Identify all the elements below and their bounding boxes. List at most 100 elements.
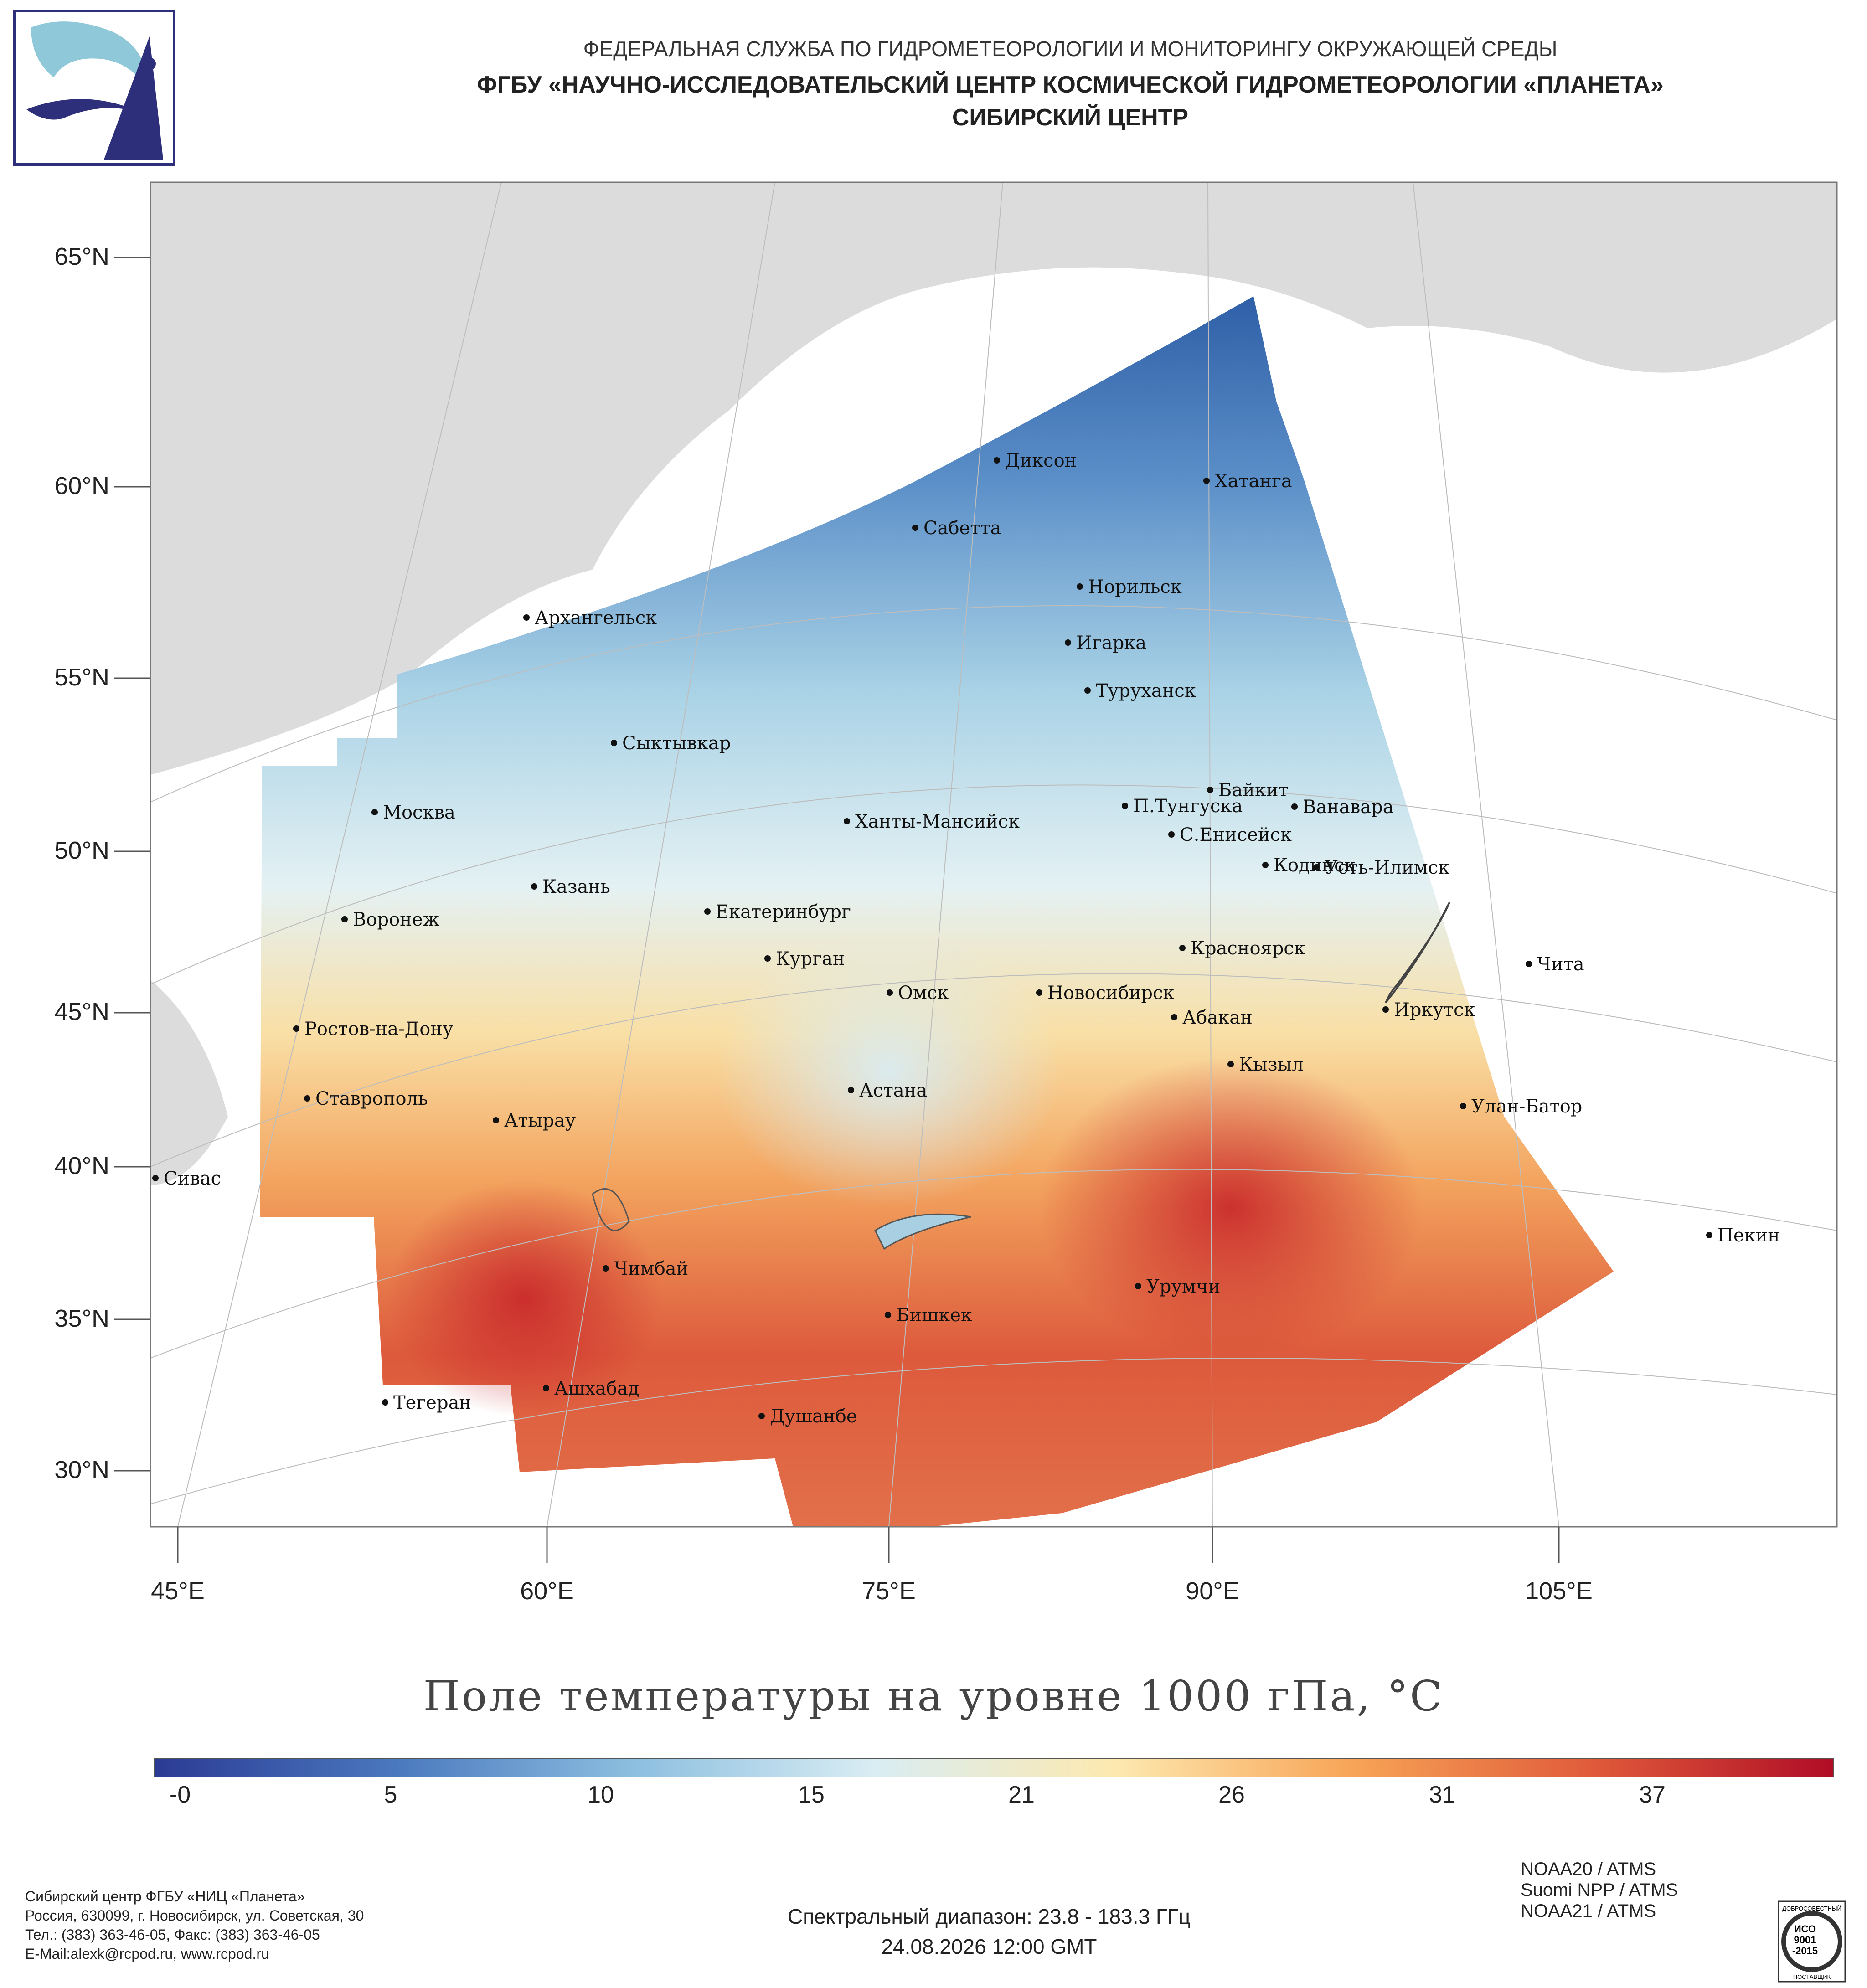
map-title: Поле температуры на уровне 1000 гПа, °С: [423, 1672, 1444, 1720]
lat-label: 45°N: [54, 998, 109, 1025]
city-label: Чимбай: [614, 1258, 688, 1279]
city-label: Ванавара: [1303, 797, 1394, 818]
city-label: Диксон: [1005, 450, 1077, 471]
city-label: Норильск: [1088, 577, 1182, 597]
city-label: Хатанга: [1215, 471, 1292, 492]
city-dot: [531, 883, 537, 890]
colorbar-tick: 5: [384, 1782, 397, 1808]
city-label: Чита: [1537, 954, 1584, 975]
city-dot: [152, 1175, 159, 1181]
city-dot: [848, 1087, 854, 1093]
city-label: Атырау: [504, 1110, 576, 1131]
city-label: С.Енисейск: [1180, 824, 1292, 845]
lat-label: 30°N: [54, 1456, 109, 1483]
city-label: Бишкек: [896, 1305, 972, 1326]
city-label: Сабетта: [923, 518, 1001, 539]
satellite-1: NOAA20 / ATMS: [1521, 1859, 1656, 1879]
city-label: Воронеж: [353, 909, 439, 930]
city-dot: [603, 1265, 609, 1272]
svg-text:9001: 9001: [1794, 1934, 1816, 1946]
city-dot: [543, 1385, 549, 1391]
city-dot: [1382, 1006, 1389, 1013]
city-label: Иркутск: [1394, 999, 1475, 1020]
satellite-3: NOAA21 / ATMS: [1521, 1901, 1656, 1921]
city-label: Усть-Илимск: [1325, 857, 1449, 878]
lat-label: 40°N: [54, 1152, 109, 1179]
city-dot: [493, 1117, 499, 1123]
footer-address: Россия, 630099, г. Новосибирск, ул. Сове…: [25, 1907, 364, 1924]
city-dot: [1122, 803, 1128, 809]
city-label: Ростов-на-Дону: [304, 1019, 454, 1040]
city-dot: [1135, 1283, 1141, 1289]
arctic-landmass: [150, 182, 1837, 775]
city-label: Улан-Батор: [1471, 1096, 1582, 1117]
axis-ticks: [114, 257, 1560, 1563]
city-label: Курган: [776, 948, 845, 969]
lat-label: 50°N: [54, 837, 109, 864]
footer-email: E-Mail:alexk@rcpod.ru, www.rcpod.ru: [25, 1946, 269, 1962]
graticule: [150, 182, 1837, 1527]
city-dot: [1036, 989, 1042, 996]
city-label: Ставрополь: [315, 1088, 428, 1109]
city-label: Екатеринбург: [716, 901, 851, 922]
planeta-logo: [13, 10, 175, 166]
city-dot: [764, 955, 771, 962]
city-label: П.Тунгуска: [1133, 796, 1243, 817]
city-label: Пекин: [1717, 1225, 1780, 1246]
city-dot: [523, 614, 530, 621]
city-label: Красноярск: [1191, 938, 1305, 959]
city-dot: [1706, 1232, 1712, 1238]
temperature-colorbar: [154, 1758, 1834, 1777]
city-label: Урумчи: [1146, 1276, 1220, 1297]
lat-label: 35°N: [54, 1305, 109, 1332]
city-dot: [704, 908, 711, 915]
city-label: Байкит: [1218, 780, 1289, 801]
city-dot: [758, 1413, 765, 1419]
header-institute: ФГБУ «НАУЧНО-ИССЛЕДОВАТЕЛЬСКИЙ ЦЕНТР КОС…: [477, 72, 1664, 98]
city-label: Омск: [898, 983, 949, 1004]
svg-text:ИСО: ИСО: [1794, 1923, 1816, 1935]
colorbar-tick: 26: [1218, 1782, 1245, 1808]
city-label: Ханты-Мансийск: [855, 811, 1020, 832]
city-label: Новосибирск: [1047, 983, 1174, 1004]
lon-label: 105°E: [1525, 1577, 1593, 1605]
footer-org-name: Сибирский центр ФГБУ «НИЦ «Планета»: [25, 1888, 305, 1905]
city-dot: [341, 916, 348, 922]
city-dot: [1207, 787, 1213, 793]
city-label: Сыктывкар: [622, 733, 731, 754]
header-agency: ФЕДЕРАЛЬНАЯ СЛУЖБА ПО ГИДРОМЕТЕОРОЛОГИИ …: [583, 37, 1558, 61]
lake-baikal: [1385, 902, 1450, 1004]
city-dot: [887, 989, 893, 996]
city-dot: [371, 809, 378, 815]
city-dot: [994, 457, 1000, 464]
city-dot: [1077, 583, 1083, 590]
city-dot: [1179, 945, 1186, 951]
colorbar-tick: 15: [798, 1782, 825, 1808]
city-label: Москва: [383, 802, 455, 823]
city-dot: [1084, 687, 1091, 694]
colorbar-tick: 21: [1008, 1782, 1035, 1808]
header-center: СИБИРСКИЙ ЦЕНТР: [952, 104, 1189, 131]
city-dot: [1065, 639, 1071, 646]
city-dot: [1203, 478, 1210, 484]
city-label: Душанбе: [770, 1406, 857, 1427]
colorbar-tick: 37: [1639, 1782, 1666, 1808]
city-label: Кызыл: [1239, 1054, 1304, 1075]
city-label: Туруханск: [1096, 680, 1196, 701]
svg-text:ДОБРОСОВЕСТНЫЙ: ДОБРОСОВЕСТНЫЙ: [1782, 1905, 1841, 1912]
lat-label: 60°N: [54, 472, 109, 500]
city-dot: [611, 740, 617, 746]
colorbar-tick: -0: [169, 1782, 191, 1808]
city-markers: Диксон Хатанга Сабетта Норильск Архангельск И…: [152, 450, 1780, 1427]
city-label: Абакан: [1182, 1007, 1253, 1028]
iso-badge: ДОБРОСОВЕСТНЫЙ ИСО 9001 -2015 ПОСТАВЩИК: [1778, 1900, 1846, 1983]
city-dot: [382, 1399, 388, 1406]
city-dot: [304, 1095, 310, 1102]
city-dot: [1460, 1103, 1466, 1109]
observation-datetime: 24.08.2026 12:00 GMT: [881, 1935, 1097, 1958]
colorbar-tick: 31: [1429, 1782, 1455, 1808]
city-dot: [1168, 831, 1175, 838]
city-dot: [1291, 803, 1298, 810]
city-dot: [1262, 862, 1269, 868]
